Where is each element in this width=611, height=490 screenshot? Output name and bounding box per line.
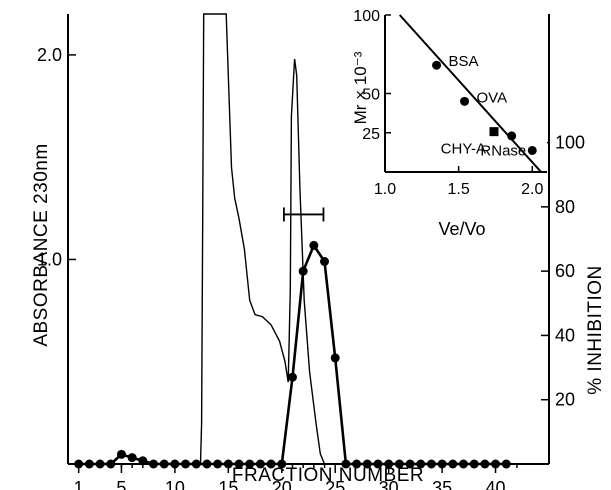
y-tick-label: 2.0 xyxy=(37,45,62,65)
inhibition-marker xyxy=(480,459,490,469)
y2-axis-label: % INHIBITION xyxy=(585,265,606,395)
inset-fit-line xyxy=(398,14,542,173)
inhibition-marker xyxy=(277,459,287,469)
y-axis-label: ABSORBANCE 230nm xyxy=(31,143,52,346)
inhibition-marker xyxy=(181,459,191,469)
inhibition-marker xyxy=(330,353,340,363)
inhibition-marker xyxy=(287,372,297,382)
inset-x-tick-label: 2.0 xyxy=(521,181,543,198)
inhibition-marker xyxy=(255,459,265,469)
x-tick-label: 25 xyxy=(325,478,345,490)
inhibition-marker xyxy=(362,459,372,469)
inset-ticks xyxy=(384,14,534,172)
inhibition-marker xyxy=(191,459,201,469)
inhibition-marker xyxy=(352,459,362,469)
inhibition-marker xyxy=(127,453,137,463)
y2-tick-label: 60 xyxy=(555,261,575,281)
inhibition-marker xyxy=(84,459,94,469)
x-tick-label: 30 xyxy=(379,478,399,490)
inhibition-marker xyxy=(458,459,468,469)
inhibition-marker xyxy=(373,459,383,469)
x-tick-label: 40 xyxy=(486,478,506,490)
inhibition-marker xyxy=(298,266,308,276)
x-tick-label: 1 xyxy=(74,478,84,490)
y2-tick-label: 100 xyxy=(555,133,585,153)
inset-point xyxy=(432,60,442,70)
main-annotations xyxy=(283,207,325,222)
inhibition-marker xyxy=(223,459,233,469)
x-axis-label: FRACTION NUMBER xyxy=(232,465,424,486)
inhibition-marker xyxy=(437,459,447,469)
x-tick-label: 20 xyxy=(272,478,292,490)
inhibition-marker xyxy=(234,459,244,469)
inhibition-marker xyxy=(448,459,458,469)
absorbance-trace xyxy=(68,13,549,465)
inset-point xyxy=(527,145,537,155)
inset-point-label: CHY-A xyxy=(441,141,486,158)
inhibition-marker xyxy=(394,459,404,469)
inset-tick-labels: 1.0 1.5 2.0 25 50 100 xyxy=(353,8,543,198)
inhibition-markers xyxy=(74,240,511,469)
x-tick-label: 10 xyxy=(165,478,185,490)
inhibition-marker xyxy=(149,459,159,469)
inhibition-marker xyxy=(384,459,394,469)
inhibition-marker xyxy=(213,459,223,469)
x-tick-label: 15 xyxy=(218,478,238,490)
inset-point-label: OVA xyxy=(477,89,508,106)
y2-tick-label: 80 xyxy=(555,197,575,217)
inhibition-marker xyxy=(170,459,180,469)
inhibition-marker xyxy=(245,459,255,469)
y2-tick-label: 40 xyxy=(555,325,575,345)
inset-x-tick-label: 1.0 xyxy=(374,181,396,198)
inhibition-marker xyxy=(138,456,148,466)
inhibition-marker xyxy=(106,459,116,469)
inhibition-marker xyxy=(426,459,436,469)
inhibition-marker xyxy=(469,459,479,469)
inset-background xyxy=(385,15,547,172)
inhibition-line xyxy=(78,242,507,466)
inset-x-tick-label: 1.5 xyxy=(448,181,470,198)
inset-point-label: RNase xyxy=(480,142,526,159)
y-tick-label: 1.0 xyxy=(37,249,62,269)
inhibition-marker xyxy=(491,459,501,469)
inset-x-axis-label: Ve/Vo xyxy=(438,219,485,239)
inhibition-marker xyxy=(405,459,415,469)
inhibition-marker xyxy=(159,459,169,469)
inset-axes xyxy=(384,15,547,173)
inset-regression-line xyxy=(398,14,542,173)
inhibition-marker xyxy=(95,459,105,469)
inset-y-tick-label: 100 xyxy=(353,8,380,25)
inset-y-tick-label: 25 xyxy=(362,126,380,143)
inhibition-marker xyxy=(74,459,84,469)
inset-point-label: BSA xyxy=(449,53,479,70)
inhibition-marker xyxy=(320,257,330,266)
inhibition-marker xyxy=(501,459,511,469)
inhibition-marker xyxy=(116,449,126,459)
inset-y-tick-label: 50 xyxy=(362,87,380,104)
inhibition-marker xyxy=(266,459,276,469)
y2-tick-label: 20 xyxy=(555,390,575,410)
inhibition-marker xyxy=(416,459,426,469)
inset-point-square xyxy=(489,127,499,137)
x-tick-label: 5 xyxy=(116,478,126,490)
inset-point xyxy=(507,131,517,141)
inset-point xyxy=(460,96,470,106)
inhibition-marker xyxy=(202,459,212,469)
inset-y-axis-label: Mr × 10⁻³ xyxy=(351,51,370,124)
inhibition-marker xyxy=(309,240,319,250)
inhibition-marker xyxy=(341,459,351,469)
inset-points xyxy=(432,60,537,155)
x-tick-label: 35 xyxy=(432,478,452,490)
